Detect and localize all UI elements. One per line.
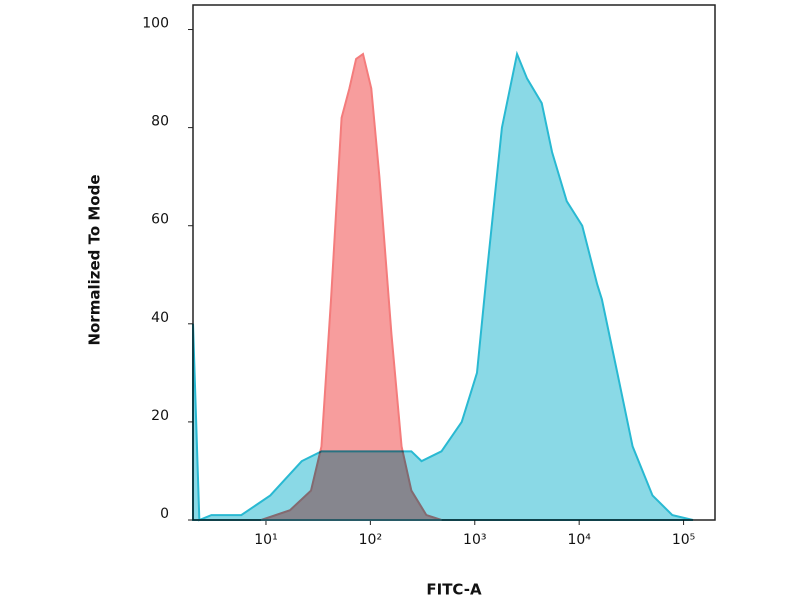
- y-tick-label: 40: [151, 310, 169, 326]
- y-axis-label: Normalized To Mode: [86, 174, 104, 345]
- x-tick-label: 10¹: [254, 532, 277, 548]
- x-tick-label: 10⁵: [672, 532, 695, 548]
- y-tick-label: 0: [160, 506, 169, 522]
- x-tick-label: 10⁴: [567, 532, 591, 548]
- x-axis-label: FITC-A: [426, 581, 482, 599]
- y-tick-label: 60: [151, 212, 169, 228]
- histogram-area: [260, 52, 442, 521]
- y-tick-label: 100: [142, 16, 169, 32]
- y-tick-label: 80: [151, 114, 169, 130]
- histogram-area: [192, 50, 694, 522]
- x-tick-label: 10²: [359, 532, 382, 548]
- x-tick-label: 10³: [463, 532, 486, 548]
- y-tick-label: 20: [151, 408, 169, 424]
